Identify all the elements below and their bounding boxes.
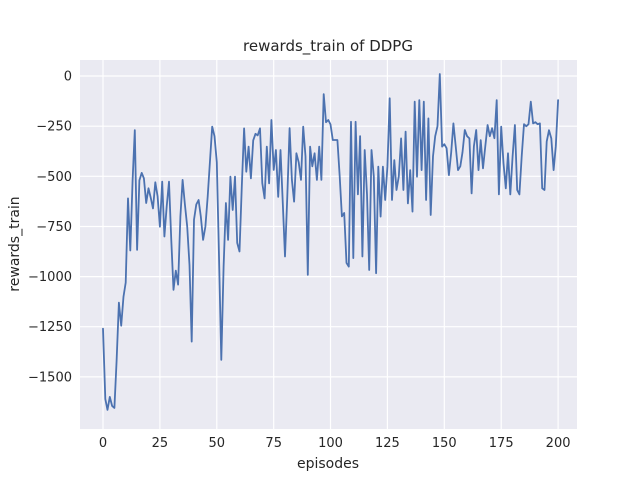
- x-tick-label: 200: [546, 436, 571, 451]
- x-tick-label: 25: [152, 436, 169, 451]
- y-tick-label: −500: [36, 170, 72, 185]
- x-tick-label: 0: [99, 436, 107, 451]
- x-axis-label: episodes: [296, 456, 360, 472]
- x-tick-label: 50: [209, 436, 226, 451]
- x-tick-label: 125: [375, 436, 400, 451]
- data-line: [102, 73, 559, 411]
- x-tick-label: 150: [432, 436, 457, 451]
- y-tick-label: −750: [36, 220, 72, 235]
- y-tick-label: −1500: [28, 370, 72, 385]
- y-tick-label: −1250: [28, 320, 72, 335]
- x-tick-label: 75: [265, 436, 282, 451]
- y-tick-label: −250: [36, 120, 72, 135]
- x-tick-label: 100: [318, 436, 343, 451]
- y-axis-label: rewards_train: [7, 196, 23, 292]
- axes-background: [80, 60, 577, 429]
- y-tick-label: −1000: [28, 270, 72, 285]
- chart-title: rewards_train of DDPG: [243, 37, 413, 55]
- y-tick-label: 0: [64, 70, 72, 85]
- x-tick-label: 175: [489, 436, 514, 451]
